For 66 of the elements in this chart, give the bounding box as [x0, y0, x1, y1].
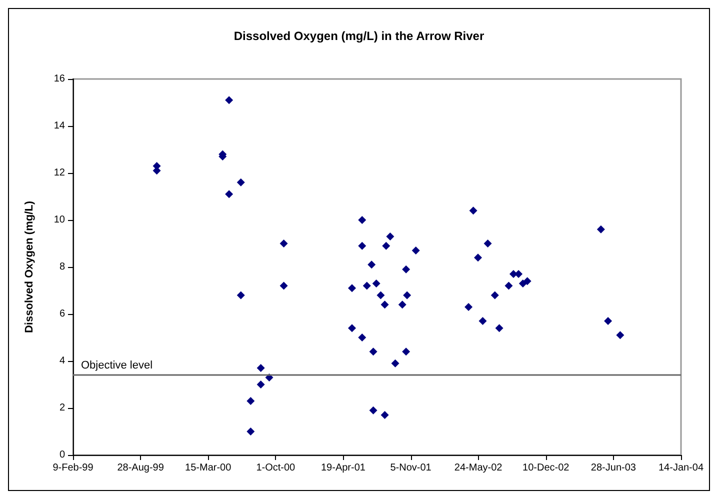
point	[380, 300, 389, 309]
x-tick-label: 14-Jan-04	[658, 462, 704, 474]
point	[348, 284, 356, 292]
point	[398, 300, 406, 309]
point	[464, 302, 473, 311]
x-tick-label: 1-Oct-00	[256, 462, 296, 474]
point	[376, 291, 385, 300]
point	[280, 240, 288, 248]
point	[362, 282, 371, 290]
point	[256, 380, 265, 388]
point	[596, 225, 605, 234]
point	[402, 348, 410, 356]
point	[490, 291, 499, 300]
point	[478, 317, 487, 326]
y-tick-label: 10	[54, 214, 66, 226]
y-tick-label: 8	[59, 262, 66, 272]
point	[474, 254, 482, 262]
point	[402, 265, 410, 274]
x-tick-label: 28-Aug-99	[117, 462, 164, 474]
point	[523, 277, 532, 286]
x-tick-label: 9-Feb-99	[52, 462, 94, 474]
point	[391, 359, 400, 368]
point	[484, 240, 492, 248]
point	[225, 190, 234, 198]
point	[380, 411, 389, 420]
x-tick-label: 15-Mar-00	[185, 462, 232, 474]
y-tick-label: 6	[59, 308, 66, 320]
point	[469, 206, 478, 215]
point	[280, 282, 288, 290]
point	[412, 246, 420, 255]
point	[225, 96, 234, 104]
point	[358, 216, 366, 224]
y-tick-label: 2	[59, 402, 66, 414]
y-tick-label: 0	[59, 450, 66, 460]
point	[604, 317, 612, 326]
point	[358, 242, 366, 250]
x-tick-label: 28-Jun-03	[590, 462, 636, 474]
y-tick-label: 4	[59, 356, 66, 366]
point	[358, 334, 366, 342]
point	[372, 279, 380, 288]
point	[504, 282, 513, 290]
x-tick-label: 19-Apr-01	[320, 462, 366, 474]
x-tick-label: 5-Nov-01	[390, 462, 432, 474]
point	[495, 324, 504, 332]
y-tick-label: 12	[54, 168, 66, 178]
point	[616, 331, 624, 340]
chart-title: Dissolved Oxygen (mg/L) in the Arrow River	[234, 29, 484, 43]
point	[236, 291, 245, 300]
x-tick-label: 24-May-02	[454, 462, 503, 474]
y-tick-label: 16	[54, 74, 66, 84]
y-tick-label: 14	[54, 120, 66, 132]
point	[382, 242, 390, 250]
point	[369, 348, 378, 356]
point	[256, 364, 265, 372]
point	[348, 324, 356, 332]
point	[368, 260, 376, 269]
point	[246, 396, 255, 405]
point	[403, 291, 412, 300]
point	[236, 178, 245, 186]
point	[246, 428, 255, 436]
y-axis-title: Dissolved Oxygen (mg/L)	[24, 200, 36, 334]
x-tick-label: 10-Dec-02	[522, 462, 570, 474]
point	[386, 232, 394, 240]
point	[369, 406, 378, 414]
point	[518, 279, 527, 288]
ref-line-label: Objective level	[81, 360, 153, 372]
